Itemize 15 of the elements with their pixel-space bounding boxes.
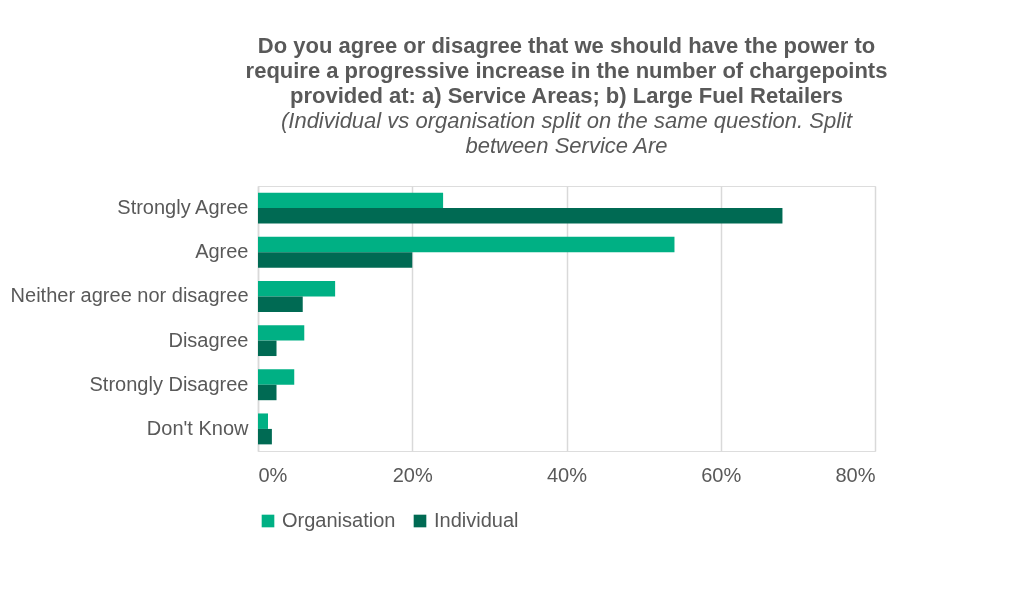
legend-label: Organisation [282,509,396,531]
chart-title: Do you agree or disagree that we should have the power to require a progressive increase in the number of chargepoints provided at: a) Service Areas; b) Large Fuel Retailers [245,33,888,108]
x-tick-label: 80% [835,463,876,486]
y-tick-label: Don't Know [146,416,250,439]
x-tick-label: 40% [546,463,588,486]
legend-label: Individual [434,509,519,531]
y-tick-label: Disagree [168,328,249,351]
y-tick-label: Strongly Disagree [89,372,249,395]
y-tick-label: Neither agree nor disagree [10,284,249,307]
x-tick-label: 20% [392,463,433,486]
y-tick-label: Agree [195,240,249,263]
x-tick-label: 0% [258,463,288,486]
y-tick-label: Strongly Agree [117,196,249,219]
chart-subtitle: (Individual vs organisation split on the same question. Split between Service Are [280,108,853,158]
x-tick-label: 60% [701,463,742,486]
